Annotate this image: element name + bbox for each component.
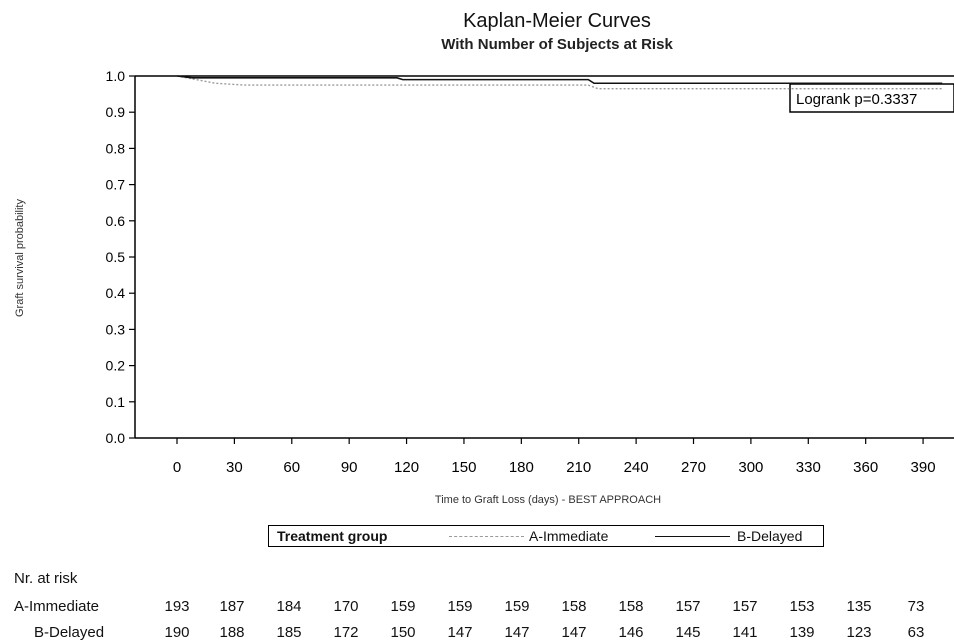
x-tick-label: 210 — [566, 459, 591, 476]
chart-subtitle: With Number of Subjects at Risk — [441, 36, 673, 53]
risk-value: 63 — [907, 624, 925, 641]
y-tick-label: 0.9 — [106, 104, 126, 120]
risk-value: 158 — [618, 598, 644, 615]
y-axis-label: Graft survival probability — [14, 199, 26, 317]
risk-value: 135 — [846, 598, 872, 615]
x-tick-label: 90 — [341, 459, 358, 476]
risk-value: 147 — [447, 624, 473, 641]
y-tick-label: 0.4 — [106, 285, 126, 301]
legend-swatch-a — [449, 536, 524, 537]
y-tick-label: 0.1 — [106, 394, 126, 410]
legend: Treatment group A-Immediate B-Delayed — [268, 525, 824, 547]
risk-value: 153 — [789, 598, 815, 615]
risk-value: 193 — [164, 598, 190, 615]
risk-value: 157 — [732, 598, 758, 615]
y-tick-label: 1.0 — [106, 68, 126, 84]
risk-value: 170 — [333, 598, 359, 615]
y-tick-label: 0.8 — [106, 140, 126, 156]
risk-value: 187 — [219, 598, 245, 615]
risk-table-title: Nr. at risk — [14, 570, 78, 587]
risk-value: 150 — [390, 624, 416, 641]
y-tick-label: 0.5 — [106, 249, 126, 265]
x-tick-label: 30 — [226, 459, 243, 476]
legend-swatch-b — [655, 536, 730, 537]
plot-axes: 0.0 0.1 0.2 0.3 0.4 0.5 0.6 0.7 0.8 0.9 1.0 0 30 60 90… — [14, 68, 954, 506]
survival-curves — [176, 75, 943, 90]
risk-value: 147 — [504, 624, 530, 641]
x-tick-label: 330 — [796, 459, 821, 476]
x-tick-label: 240 — [624, 459, 649, 476]
risk-value: 159 — [390, 598, 416, 615]
logrank-annotation: Logrank p=0.3337 — [796, 91, 917, 108]
x-tick-label: 360 — [853, 459, 878, 476]
risk-value: 73 — [907, 598, 925, 615]
risk-value: 184 — [276, 598, 302, 615]
x-tick-label: 120 — [394, 459, 419, 476]
chart-title: Kaplan-Meier Curves — [463, 10, 651, 32]
risk-value: 141 — [732, 624, 758, 641]
risk-value: 147 — [561, 624, 587, 641]
y-tick-label: 0.0 — [106, 430, 126, 446]
risk-value: 123 — [846, 624, 872, 641]
risk-value: 190 — [164, 624, 190, 641]
risk-value: 159 — [447, 598, 473, 615]
risk-row-label-a: A-Immediate — [14, 598, 100, 615]
y-tick-label: 0.6 — [106, 213, 126, 229]
x-tick-label: 390 — [911, 459, 936, 476]
risk-value: 145 — [675, 624, 701, 641]
y-tick-label: 0.3 — [106, 321, 126, 337]
y-tick-label: 0.2 — [106, 358, 126, 374]
x-tick-label: 150 — [451, 459, 476, 476]
survival-curve-b-delayed — [176, 75, 943, 85]
x-tick-label: 0 — [173, 459, 181, 476]
risk-row-label-b: B-Delayed — [34, 624, 105, 641]
x-tick-label: 270 — [681, 459, 706, 476]
legend-label-a: A-Immediate — [529, 528, 609, 544]
risk-value: 139 — [789, 624, 815, 641]
x-tick-label: 300 — [738, 459, 763, 476]
risk-value: 188 — [219, 624, 245, 641]
risk-value: 185 — [276, 624, 302, 641]
risk-value: 157 — [675, 598, 701, 615]
risk-value: 172 — [333, 624, 359, 641]
x-tick-label: 60 — [283, 459, 300, 476]
y-tick-label: 0.7 — [106, 177, 126, 193]
risk-value: 159 — [504, 598, 530, 615]
x-axis-label: Time to Graft Loss (days) - BEST APPROAC… — [435, 494, 661, 506]
risk-value: 146 — [618, 624, 644, 641]
legend-title: Treatment group — [277, 528, 388, 544]
legend-label-b: B-Delayed — [737, 528, 803, 544]
risk-value: 158 — [561, 598, 587, 615]
x-tick-label: 180 — [509, 459, 534, 476]
